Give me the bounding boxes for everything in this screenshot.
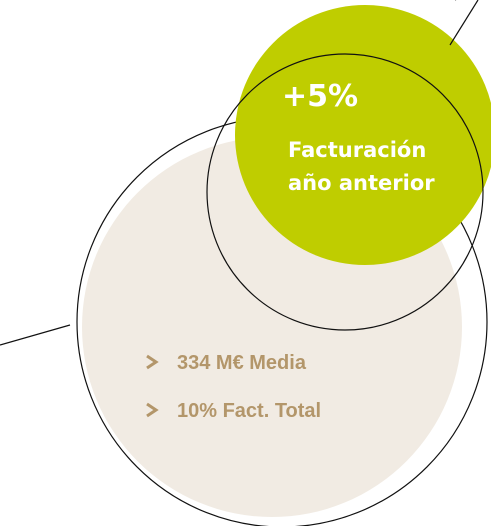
connector-line <box>449 0 479 46</box>
outline-circle-small <box>206 53 484 331</box>
green-circle <box>235 5 491 265</box>
highlight-label: Facturación <box>288 138 426 162</box>
connector-line <box>0 324 71 346</box>
bullet-chevron <box>146 354 159 370</box>
highlight-label: año anterior <box>288 171 435 195</box>
bullet-text: 334 M€ Media <box>177 352 307 374</box>
bullet-text: 10% Fact. Total <box>177 400 321 422</box>
bullet-chevron <box>146 402 159 418</box>
highlight-value: +5% <box>282 79 358 114</box>
